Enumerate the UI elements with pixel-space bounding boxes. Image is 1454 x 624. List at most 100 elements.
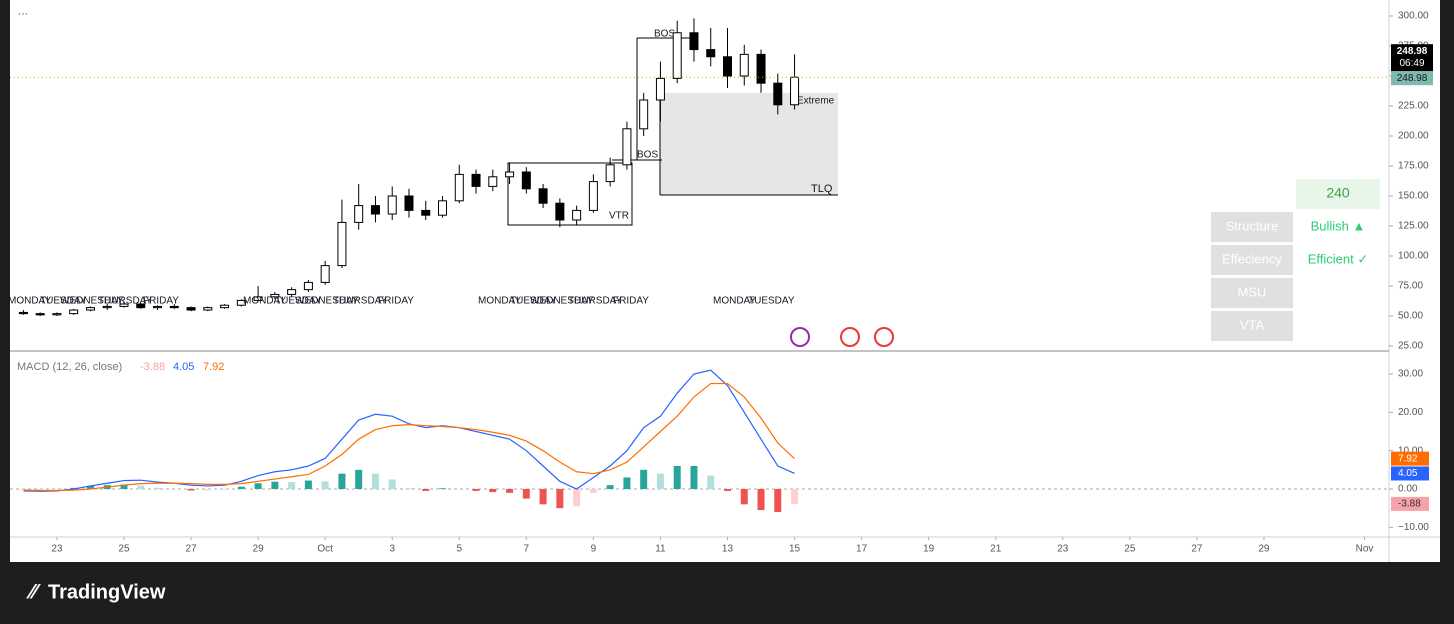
session-label: FRIDAY bbox=[378, 296, 414, 307]
bos-label: BOS bbox=[637, 150, 658, 161]
candle-body bbox=[421, 209, 431, 216]
y-tick-label: 30.00 bbox=[1398, 369, 1423, 380]
y-tick-label: 0.00 bbox=[1398, 484, 1418, 495]
histogram-bar bbox=[120, 484, 128, 490]
candle-body bbox=[18, 311, 28, 315]
vtr-label: VTR bbox=[609, 211, 629, 222]
panel-cell bbox=[1211, 212, 1293, 242]
timeframe-cell bbox=[1296, 179, 1380, 209]
histogram-bar bbox=[690, 466, 698, 490]
event-icon[interactable] bbox=[840, 327, 860, 347]
candle-body bbox=[320, 265, 330, 283]
candle-body bbox=[722, 56, 732, 77]
candle-body bbox=[555, 202, 565, 221]
candle-body bbox=[404, 195, 414, 211]
panel-cell bbox=[1211, 245, 1293, 275]
session-label: MONDAY bbox=[713, 296, 756, 307]
x-tick-label: 25 bbox=[1124, 544, 1136, 555]
session-label: MONDAY bbox=[8, 296, 51, 307]
candle-body bbox=[773, 82, 783, 106]
candle-body bbox=[488, 176, 498, 187]
y-tick-label: 125.00 bbox=[1398, 221, 1429, 232]
candle-body bbox=[354, 205, 364, 223]
candle-body bbox=[521, 171, 531, 190]
x-tick-label: 27 bbox=[185, 544, 197, 555]
histogram-bar bbox=[673, 466, 681, 490]
extreme-label: Extreme bbox=[797, 96, 835, 107]
price-tag-box bbox=[1391, 71, 1433, 86]
histogram-bar bbox=[489, 489, 497, 493]
x-tick-label: 27 bbox=[1191, 544, 1203, 555]
candle-body bbox=[605, 164, 615, 183]
histogram-bar bbox=[371, 473, 379, 490]
x-tick-label: 29 bbox=[253, 544, 265, 555]
histogram-bar bbox=[204, 489, 212, 491]
histogram-bar bbox=[539, 489, 547, 505]
axis-tag: 4.05 bbox=[1398, 468, 1418, 479]
panel-label: MSU bbox=[1238, 284, 1267, 299]
panel-state: Bullish ▲ bbox=[1311, 218, 1366, 233]
panel-label: Structure bbox=[1226, 218, 1279, 233]
histogram-bar bbox=[774, 489, 782, 513]
candle-body bbox=[370, 205, 380, 215]
legend-value: -3.88 bbox=[140, 361, 165, 373]
histogram-bar bbox=[740, 489, 748, 505]
histogram-bar bbox=[187, 489, 195, 491]
x-tick-label: 3 bbox=[389, 544, 395, 555]
event-icon[interactable] bbox=[874, 327, 894, 347]
histogram-bar bbox=[19, 489, 27, 490]
logo-mark: ⁄⁄ bbox=[26, 581, 42, 604]
bos-label: BOS bbox=[654, 29, 675, 40]
candle-body bbox=[471, 173, 481, 187]
y-tick-label: −10.00 bbox=[1398, 522, 1429, 533]
histogram-bar bbox=[522, 489, 530, 499]
y-tick-label: 10.00 bbox=[1398, 445, 1423, 456]
candle-body bbox=[203, 307, 213, 311]
y-tick-label: 300.00 bbox=[1398, 11, 1429, 22]
panel-cell bbox=[1211, 311, 1293, 341]
x-tick-label: 15 bbox=[789, 544, 801, 555]
event-icon[interactable] bbox=[790, 327, 810, 347]
histogram-bar bbox=[271, 481, 279, 490]
y-tick-label: 200.00 bbox=[1398, 131, 1429, 142]
x-tick-label: 23 bbox=[1057, 544, 1069, 555]
histogram-bar bbox=[405, 488, 413, 490]
vtr-box bbox=[507, 162, 633, 226]
logo[interactable]: TradingView bbox=[48, 581, 166, 603]
y-tick-label: 100.00 bbox=[1398, 251, 1429, 262]
session-label: THURSDAY bbox=[568, 296, 623, 307]
panel-label: VTA bbox=[1240, 317, 1265, 332]
x-tick-label: Nov bbox=[1356, 544, 1374, 555]
session-label: TUESDAY bbox=[40, 296, 87, 307]
candle-body bbox=[337, 221, 347, 267]
session-label: TUESDAY bbox=[748, 296, 795, 307]
y-tick-label: 50.00 bbox=[1398, 311, 1423, 322]
candle-body bbox=[236, 299, 246, 306]
tlq-label: TLQ bbox=[811, 183, 833, 195]
x-tick-label: 21 bbox=[990, 544, 1002, 555]
histogram-bar bbox=[472, 489, 480, 491]
candle-body bbox=[186, 307, 196, 311]
y-tick-label: 75.00 bbox=[1398, 281, 1423, 292]
candle-body bbox=[622, 128, 632, 166]
y-tick-label: 175.00 bbox=[1398, 161, 1429, 172]
price-tag: 248.98 bbox=[1397, 46, 1428, 57]
macd-line bbox=[23, 382, 795, 492]
macd-line bbox=[23, 369, 795, 492]
session-label: WEDNESDAY bbox=[295, 296, 359, 307]
histogram-bar bbox=[86, 485, 94, 490]
candle-body bbox=[672, 32, 682, 79]
legend-value: 4.05 bbox=[173, 361, 194, 373]
candle-body bbox=[69, 309, 79, 315]
candle-body bbox=[387, 195, 397, 215]
histogram-bar bbox=[606, 485, 614, 490]
x-tick-label: 19 bbox=[923, 544, 935, 555]
panel-cell bbox=[1211, 278, 1293, 308]
histogram-bar bbox=[355, 469, 363, 490]
y-tick-label: 20.00 bbox=[1398, 407, 1423, 418]
y-tick-label: 150.00 bbox=[1398, 191, 1429, 202]
x-tick-label: 25 bbox=[118, 544, 130, 555]
event-icons[interactable] bbox=[790, 327, 894, 347]
